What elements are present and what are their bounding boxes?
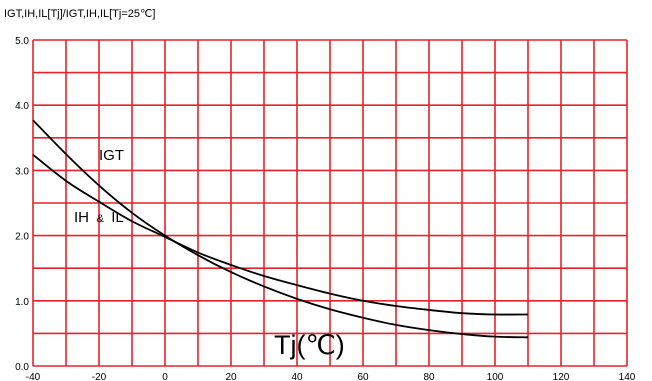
x-axis-label: Tj(℃) — [274, 330, 345, 360]
series-line-ih_il — [32, 154, 529, 316]
y-tick-label: 1.0 — [15, 297, 29, 308]
x-tick-label: 120 — [553, 372, 570, 381]
annotation-igt: IGT — [99, 147, 124, 164]
annotation-amp: & — [96, 213, 104, 225]
x-tick-label: 0 — [162, 372, 168, 381]
x-tick-label: -40 — [26, 372, 41, 381]
x-tick-label: 100 — [487, 372, 504, 381]
x-tick-labels: -40 -20 0 20 40 60 80 100 120 140 — [26, 372, 636, 381]
series-lines — [32, 119, 529, 339]
annotation-ih: IH — [74, 209, 89, 226]
x-tick-label: -20 — [92, 372, 107, 381]
annotation-il: IL — [111, 209, 124, 226]
y-tick-label: 3.0 — [15, 166, 29, 177]
y-axis-label: IGT,IH,IL[Tj]/IGT,IH,IL[Tj=25℃] — [4, 8, 155, 20]
series-line-igt — [32, 119, 529, 339]
x-tick-label: 60 — [357, 372, 369, 381]
grid — [32, 39, 628, 367]
y-tick-label: 2.0 — [15, 232, 29, 243]
annotation-ih-il: IH & IL — [74, 209, 124, 226]
y-tick-labels: 0.0 1.0 2.0 3.0 4.0 5.0 — [15, 36, 29, 373]
x-tick-label: 40 — [291, 372, 303, 381]
y-tick-label: 4.0 — [15, 101, 29, 112]
y-tick-label: 0.0 — [15, 362, 29, 373]
x-tick-label: 80 — [423, 372, 435, 381]
y-tick-label: 5.0 — [15, 36, 29, 47]
x-tick-label: 20 — [225, 372, 237, 381]
x-tick-label: 140 — [619, 372, 636, 381]
